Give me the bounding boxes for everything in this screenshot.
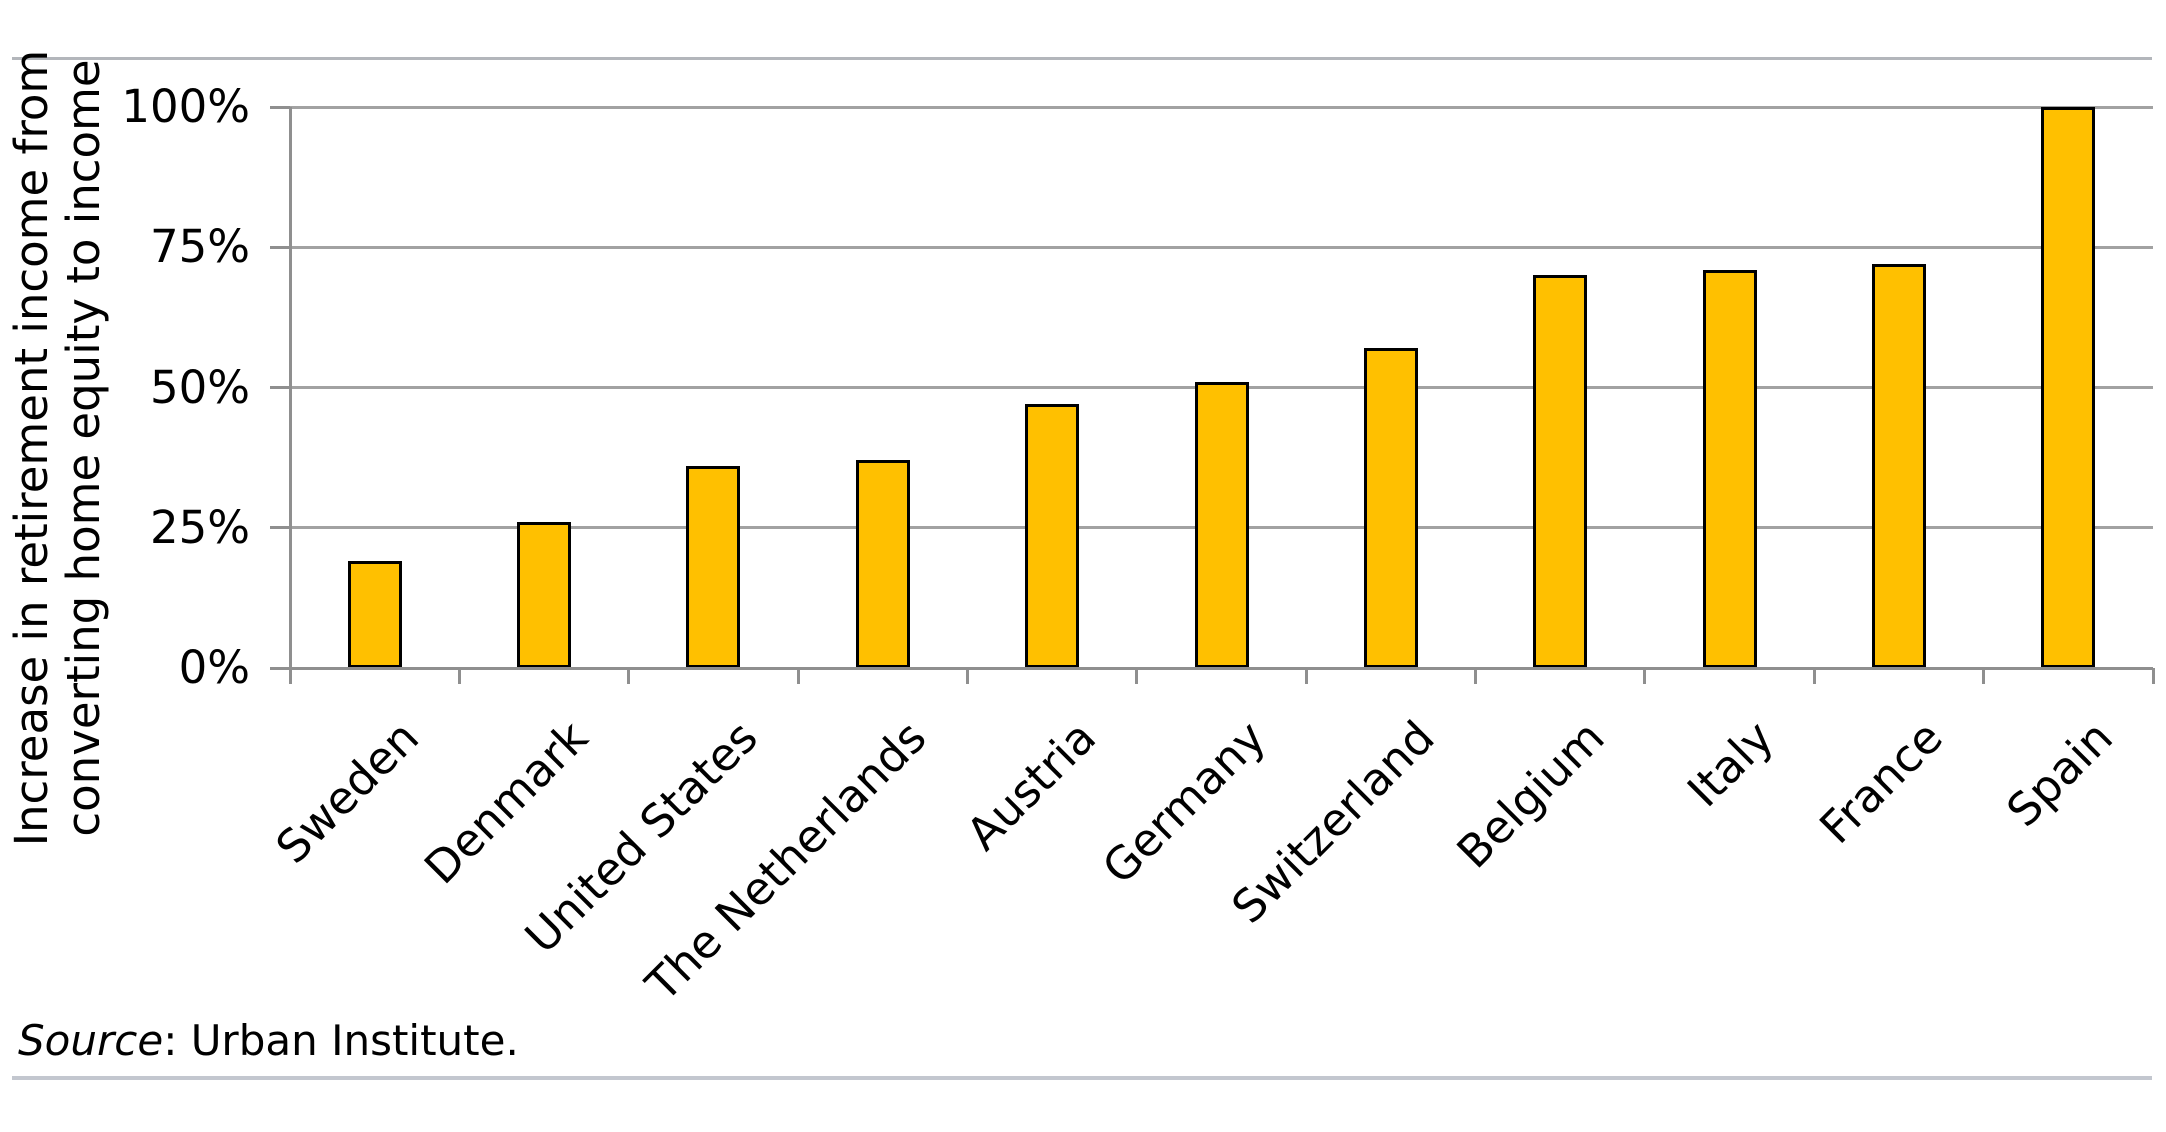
x-axis-label-sweden: Sweden bbox=[265, 710, 429, 874]
x-axis-tick-8 bbox=[1643, 668, 1647, 684]
bar-belgium bbox=[1533, 275, 1588, 668]
x-axis-tick-5 bbox=[1135, 668, 1139, 684]
y-axis-tick-25 bbox=[270, 526, 290, 530]
bar-austria bbox=[1025, 404, 1080, 668]
bar-denmark bbox=[517, 522, 572, 668]
bar-the-netherlands bbox=[855, 460, 910, 668]
x-axis-label-austria: Austria bbox=[956, 710, 1107, 861]
plot-area bbox=[290, 105, 2153, 668]
y-tick-label-25: 25% bbox=[149, 500, 250, 554]
gridline-100 bbox=[290, 105, 2153, 109]
y-tick-label-100: 100% bbox=[121, 80, 250, 133]
y-tick-label-50: 50% bbox=[149, 360, 250, 414]
bar-germany bbox=[1194, 381, 1249, 668]
source-label: Source bbox=[18, 1016, 164, 1065]
y-axis-tick-0 bbox=[270, 666, 290, 670]
y-axis-tick-75 bbox=[270, 245, 290, 249]
x-axis-tick-3 bbox=[796, 668, 800, 684]
y-axis-line bbox=[288, 107, 292, 682]
bar-sweden bbox=[347, 561, 402, 668]
bar-italy bbox=[1702, 269, 1757, 668]
y-axis-title-line1: Increase in retirement income from bbox=[5, 49, 58, 847]
x-axis-line bbox=[290, 666, 2153, 670]
x-axis-label-germany: Germany bbox=[1091, 710, 1276, 895]
x-axis-tick-4 bbox=[965, 668, 969, 684]
x-axis-label-denmark: Denmark bbox=[414, 710, 599, 895]
x-axis-label-belgium: Belgium bbox=[1446, 710, 1615, 879]
top-divider bbox=[12, 57, 2152, 60]
y-axis-title-line2: converting home equity to income bbox=[57, 59, 110, 837]
x-axis-label-italy: Italy bbox=[1677, 710, 1784, 818]
source-note: Source: Urban Institute. bbox=[18, 1016, 519, 1066]
x-axis-tick-0 bbox=[288, 668, 292, 684]
y-axis-tick-50 bbox=[270, 386, 290, 389]
y-axis-tick-100 bbox=[270, 105, 290, 109]
x-axis-label-france: France bbox=[1809, 710, 1954, 854]
source-text: : Urban Institute. bbox=[163, 1016, 519, 1065]
bar-switzerland bbox=[1363, 348, 1418, 668]
x-axis-tick-2 bbox=[627, 668, 631, 684]
x-axis-label-spain: Spain bbox=[1996, 710, 2123, 837]
x-axis-tick-9 bbox=[1812, 668, 1816, 684]
x-axis-tick-1 bbox=[457, 668, 461, 684]
y-tick-label-75: 75% bbox=[149, 220, 250, 274]
bar-france bbox=[1871, 264, 1926, 668]
x-axis-tick-11 bbox=[2151, 668, 2155, 684]
bar-spain bbox=[2041, 107, 2096, 668]
gridline-75 bbox=[290, 245, 2153, 249]
y-axis-title: Increase in retirement income from conver… bbox=[5, 0, 110, 898]
x-axis-tick-7 bbox=[1474, 668, 1478, 684]
bar-united-states bbox=[686, 466, 741, 668]
y-tick-label-0: 0% bbox=[178, 641, 250, 694]
bottom-divider bbox=[12, 1076, 2152, 1080]
x-axis-tick-10 bbox=[1982, 668, 1986, 684]
x-axis-tick-6 bbox=[1304, 668, 1308, 684]
